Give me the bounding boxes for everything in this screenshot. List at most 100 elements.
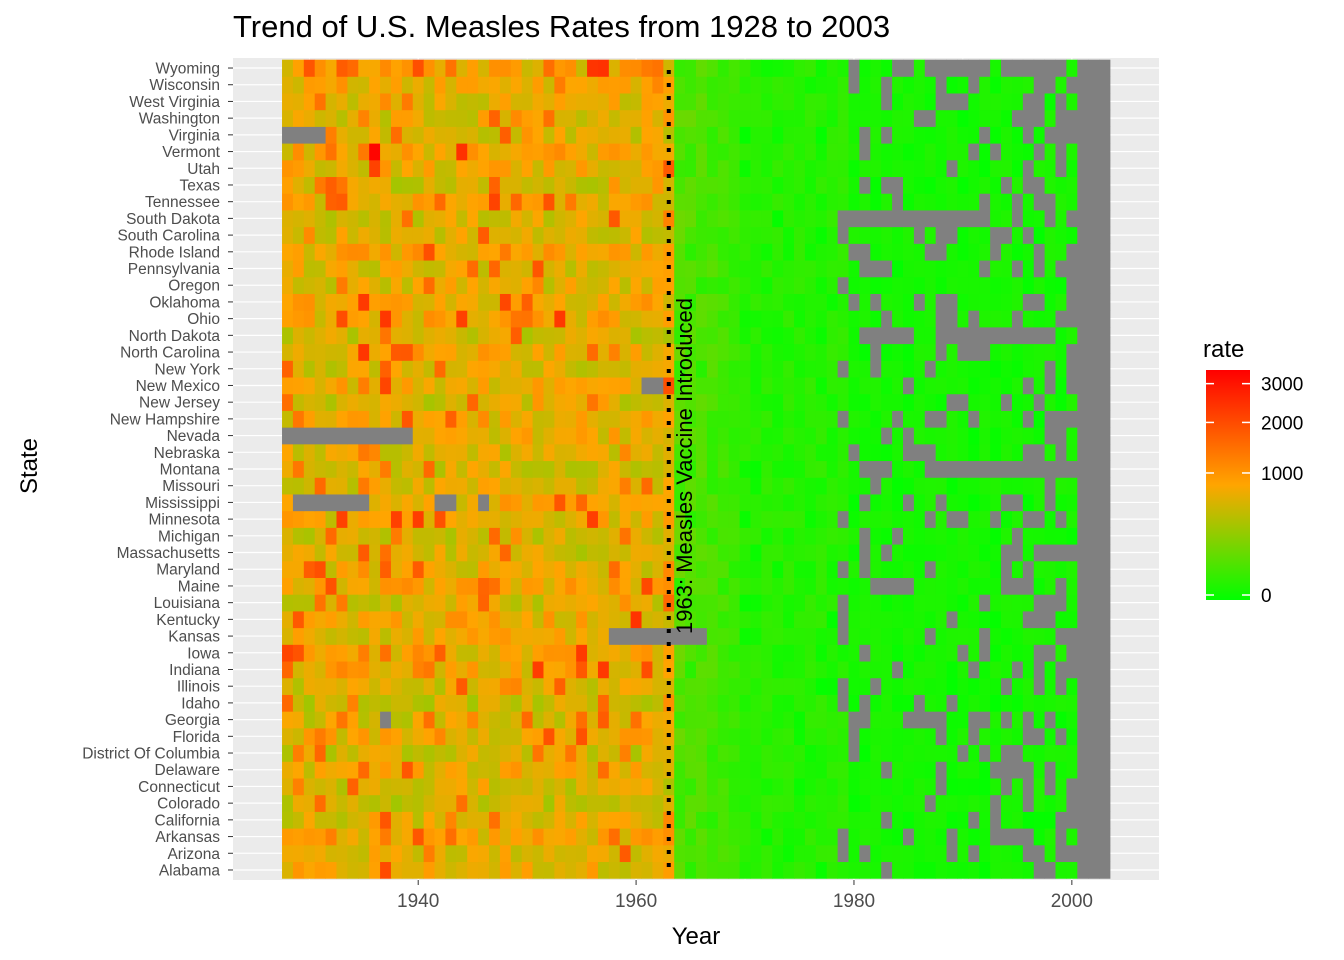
heatmap-cell <box>390 393 403 411</box>
heatmap-cell <box>990 393 1002 411</box>
heatmap-cell <box>1044 694 1056 712</box>
heatmap-cell <box>804 744 817 762</box>
heatmap-cell <box>1099 310 1111 328</box>
heatmap-cell <box>478 661 490 679</box>
heatmap-cell <box>717 310 730 328</box>
heatmap-cell <box>674 93 686 111</box>
heatmap-cell <box>489 627 501 645</box>
heatmap-cell <box>652 427 664 445</box>
heatmap-cell <box>532 861 544 879</box>
heatmap-cell <box>390 443 403 462</box>
heatmap-cell <box>412 410 425 428</box>
heatmap-cell <box>303 176 316 194</box>
heatmap-cell <box>1044 159 1056 178</box>
heatmap-cell <box>608 276 621 294</box>
heatmap-cell <box>892 477 904 495</box>
heatmap-cell <box>826 260 839 278</box>
heatmap-cell <box>314 360 326 378</box>
heatmap-cell <box>1077 343 1089 361</box>
x-tick-label: 1940 <box>397 891 439 912</box>
heatmap-cell <box>957 727 969 746</box>
heatmap-cell <box>924 594 937 612</box>
heatmap-cell <box>380 577 392 595</box>
heatmap-cell <box>881 794 893 812</box>
heatmap-cell <box>990 661 1002 679</box>
heatmap-cell <box>794 193 806 211</box>
heatmap-cell <box>815 59 828 77</box>
heatmap-cell <box>499 159 512 178</box>
heatmap-cell <box>685 109 697 127</box>
heatmap-cell <box>881 76 893 94</box>
heatmap-cell <box>1011 711 1024 729</box>
heatmap-cell <box>478 293 490 311</box>
heatmap-cell <box>1099 644 1111 662</box>
heatmap-cell <box>456 427 468 445</box>
heatmap-cell <box>826 577 839 595</box>
heatmap-cell <box>652 460 664 478</box>
heatmap-cell <box>456 744 468 762</box>
heatmap-cell <box>358 627 370 645</box>
heatmap-cell <box>1033 661 1046 679</box>
heatmap-cell <box>859 126 871 144</box>
heatmap-cell <box>1001 176 1013 194</box>
heatmap-cell <box>532 727 544 746</box>
legend-label: 3000 <box>1261 375 1303 396</box>
heatmap-cell <box>543 76 555 94</box>
heatmap-cell <box>412 360 425 378</box>
chart-title: Trend of U.S. Measles Rates from 1928 to… <box>233 9 891 44</box>
heatmap-cell <box>685 293 697 311</box>
heatmap-cell <box>696 510 708 528</box>
heatmap-cell <box>576 577 588 595</box>
heatmap-cell <box>303 794 316 812</box>
heatmap-cell <box>837 611 849 629</box>
heatmap-cell <box>292 276 305 294</box>
heatmap-cell <box>663 93 675 111</box>
heatmap-cell <box>576 226 588 244</box>
heatmap-cell <box>990 427 1002 445</box>
heatmap-cell <box>532 560 544 578</box>
heatmap-cell <box>282 727 294 746</box>
heatmap-cell <box>935 59 947 77</box>
heatmap-cell <box>641 677 653 695</box>
heatmap-cell <box>282 243 294 261</box>
heatmap-cell <box>837 778 849 796</box>
heatmap-cell <box>510 510 523 528</box>
heatmap-cell <box>543 661 555 679</box>
heatmap-cell <box>292 243 305 261</box>
heatmap-cell <box>761 59 773 77</box>
heatmap-cell <box>913 76 926 94</box>
heatmap-cell <box>608 326 621 345</box>
heatmap-cell <box>674 210 686 228</box>
heatmap-cell <box>837 76 849 94</box>
heatmap-cell <box>881 477 893 495</box>
heatmap-cell <box>619 76 632 94</box>
heatmap-cell <box>412 711 425 729</box>
heatmap-cell <box>902 126 915 144</box>
heatmap-cell <box>499 93 512 111</box>
heatmap-cell <box>859 93 871 111</box>
heatmap-cell <box>946 377 958 395</box>
heatmap-cell <box>478 109 490 127</box>
heatmap-cell <box>467 410 479 428</box>
heatmap-cell <box>848 477 860 495</box>
heatmap-cell <box>521 794 533 812</box>
heatmap-cell <box>630 343 642 361</box>
heatmap-cell <box>587 260 599 278</box>
heatmap-cell <box>1088 711 1100 729</box>
heatmap-cell <box>892 611 904 629</box>
heatmap-cell <box>979 393 991 411</box>
heatmap-cell <box>750 393 762 411</box>
heatmap-cell <box>565 861 577 879</box>
heatmap-cell <box>554 460 566 478</box>
heatmap-cell <box>913 276 926 294</box>
heatmap-cell <box>467 176 479 194</box>
heatmap-cell <box>706 711 719 729</box>
heatmap-cell <box>532 844 544 863</box>
heatmap-cell <box>423 410 435 428</box>
heatmap-cell <box>587 76 599 94</box>
heatmap-cell <box>1011 544 1024 562</box>
heatmap-cell <box>423 861 435 879</box>
heatmap-cell <box>456 611 468 629</box>
heatmap-cell <box>630 243 642 261</box>
heatmap-cell <box>554 794 566 812</box>
